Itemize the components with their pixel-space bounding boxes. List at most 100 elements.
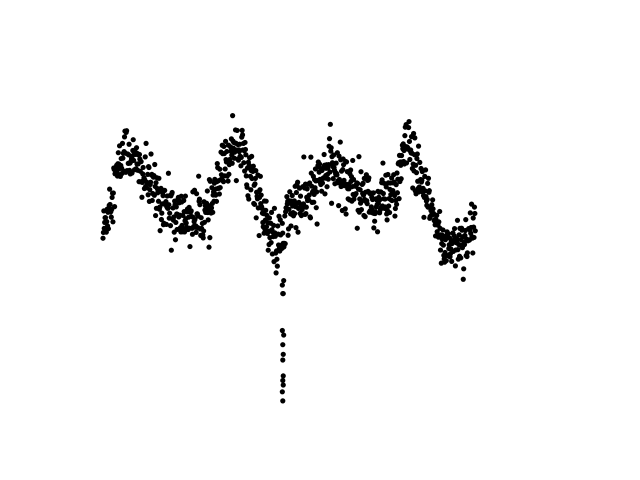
data-point xyxy=(358,207,364,213)
data-point xyxy=(471,204,478,210)
data-point xyxy=(221,143,227,150)
data-point xyxy=(226,171,232,177)
data-point xyxy=(274,256,280,262)
data-point xyxy=(406,124,412,131)
data-point xyxy=(148,151,154,157)
data-point xyxy=(321,151,327,158)
data-point xyxy=(334,172,340,178)
data-point xyxy=(319,180,326,186)
data-point xyxy=(167,223,174,229)
data-point xyxy=(242,139,248,146)
data-point xyxy=(386,203,392,209)
data-point xyxy=(463,217,469,223)
data-point xyxy=(470,215,476,221)
data-point xyxy=(121,134,128,140)
data-point xyxy=(225,178,231,184)
data-point xyxy=(167,210,173,216)
data-point xyxy=(268,239,274,246)
data-point xyxy=(208,205,215,211)
data-point xyxy=(383,184,389,190)
data-point xyxy=(455,247,461,253)
data-point xyxy=(120,155,126,161)
data-point xyxy=(279,282,285,288)
data-point xyxy=(201,219,208,225)
data-point xyxy=(158,216,164,223)
data-point xyxy=(421,214,427,220)
data-point xyxy=(292,210,298,217)
data-point xyxy=(196,196,203,202)
data-point xyxy=(407,156,413,163)
data-point xyxy=(100,235,106,241)
data-point xyxy=(173,219,179,226)
data-point xyxy=(306,192,312,198)
data-point xyxy=(271,222,277,228)
data-point xyxy=(398,176,404,182)
data-point xyxy=(284,194,290,200)
data-point xyxy=(364,201,370,207)
data-point xyxy=(313,205,319,211)
data-point xyxy=(258,192,264,198)
data-point xyxy=(366,175,372,181)
data-point xyxy=(351,196,357,202)
data-point xyxy=(293,189,299,196)
data-point xyxy=(145,192,151,198)
data-point xyxy=(440,242,446,248)
data-point xyxy=(222,138,229,144)
data-point xyxy=(179,222,185,228)
data-point xyxy=(326,136,333,142)
data-point xyxy=(148,179,154,185)
data-point xyxy=(163,221,169,227)
data-point xyxy=(430,197,436,203)
data-point xyxy=(280,357,286,363)
data-point xyxy=(295,179,301,185)
data-point xyxy=(242,146,249,153)
data-point xyxy=(289,192,295,199)
data-point xyxy=(253,215,259,221)
data-point xyxy=(343,211,349,217)
data-point xyxy=(156,175,162,181)
data-point xyxy=(301,154,307,160)
data-point xyxy=(288,223,294,229)
data-point xyxy=(274,263,280,269)
data-point xyxy=(193,191,200,197)
data-point xyxy=(443,258,449,264)
data-point xyxy=(280,230,286,236)
data-point xyxy=(149,197,155,204)
data-point xyxy=(316,161,323,167)
data-point xyxy=(392,213,398,219)
data-point xyxy=(214,161,220,167)
data-points xyxy=(100,113,478,404)
data-point xyxy=(393,182,399,188)
data-point xyxy=(217,166,223,172)
data-point xyxy=(360,180,366,186)
data-point xyxy=(451,225,458,232)
data-point xyxy=(282,213,288,219)
data-point xyxy=(370,190,377,196)
data-point xyxy=(461,241,468,248)
data-point xyxy=(458,255,464,261)
data-point xyxy=(109,194,115,201)
data-point xyxy=(358,169,364,175)
data-point xyxy=(222,166,228,172)
data-point xyxy=(460,276,466,282)
data-point xyxy=(110,190,116,196)
data-point xyxy=(297,193,304,199)
data-point xyxy=(182,193,189,199)
data-point xyxy=(205,217,211,223)
data-point xyxy=(216,191,222,197)
data-point xyxy=(275,223,281,229)
data-point xyxy=(119,140,126,146)
data-point xyxy=(325,176,331,182)
data-point xyxy=(350,176,357,183)
data-point xyxy=(384,217,390,223)
data-point xyxy=(273,270,279,276)
data-point xyxy=(380,160,386,166)
data-point xyxy=(152,161,158,168)
data-point xyxy=(200,235,206,241)
data-point xyxy=(207,235,213,241)
data-point xyxy=(328,200,335,206)
data-point xyxy=(461,266,467,272)
data-point xyxy=(303,211,309,217)
data-point xyxy=(322,191,328,197)
data-point xyxy=(115,150,121,156)
